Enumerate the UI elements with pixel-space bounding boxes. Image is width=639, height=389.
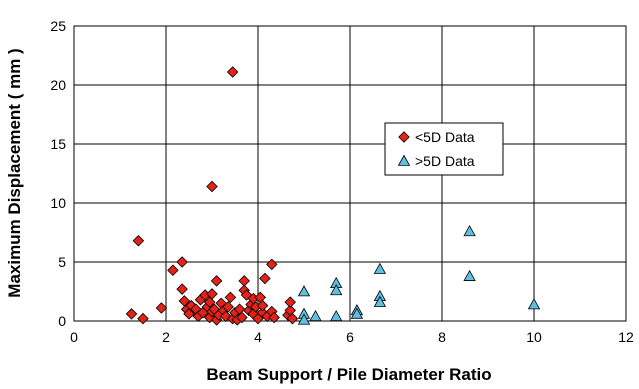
data-point-lt5d: [238, 275, 250, 287]
legend-label-gt5d: >5D Data: [415, 153, 475, 169]
data-point-gt5d: [297, 313, 311, 325]
data-point-lt5d: [183, 308, 195, 320]
y-tick-label: 10: [50, 195, 66, 211]
y-tick-label: 20: [50, 77, 66, 93]
data-point-gt5d: [463, 269, 476, 281]
data-point-gt5d: [330, 283, 343, 296]
data-point-lt5d: [222, 301, 234, 313]
data-point-lt5d: [226, 66, 239, 78]
grid-lines: [73, 25, 627, 322]
data-point-lt5d: [155, 302, 168, 314]
legend-box: [384, 122, 504, 176]
data-point-gt5d: [373, 295, 387, 307]
data-point-lt5d: [210, 275, 223, 287]
legend-label-lt5d: <5D Data: [415, 129, 475, 145]
data-point-gt5d: [297, 285, 311, 297]
data-point-lt5d: [268, 311, 280, 324]
y-axis-title: Maximum Displacement ( mm ): [5, 48, 24, 297]
x-tick-label: 6: [346, 329, 354, 345]
data-point-lt5d: [167, 264, 179, 277]
data-point-lt5d: [125, 308, 138, 320]
legend-marker-gt5d: [397, 154, 411, 166]
data-point-lt5d: [286, 312, 299, 325]
x-tick-label: 2: [162, 329, 170, 345]
data-point-lt5d: [176, 283, 188, 295]
data-point-lt5d: [224, 291, 237, 304]
y-axis-ticks: 0 5 10 15 20 25: [50, 18, 66, 329]
data-point-lt5d: [203, 296, 216, 308]
x-tick-label: 0: [70, 329, 78, 345]
data-point-lt5d: [284, 296, 296, 308]
data-point-lt5d: [132, 234, 145, 247]
data-point-lt5d: [266, 258, 278, 271]
data-point-lt5d: [206, 180, 218, 193]
x-axis-title: Beam Support / Pile Diameter Ratio: [206, 365, 491, 384]
plot-area: [73, 25, 627, 322]
data-point-gt5d: [350, 307, 364, 319]
y-tick-label: 5: [58, 254, 66, 270]
data-point-gt5d: [463, 224, 476, 237]
x-tick-label: 10: [526, 329, 542, 345]
data-point-lt5d: [236, 311, 248, 324]
data-point-gt5d: [373, 262, 387, 274]
data-point-lt5d: [137, 312, 149, 325]
data-point-lt5d: [206, 288, 218, 300]
data-point-gt5d: [527, 298, 541, 310]
y-tick-label: 25: [50, 18, 66, 34]
legend: <5D Data >5D Data: [384, 122, 504, 176]
data-point-gt5d: [330, 309, 343, 322]
y-tick-label: 0: [58, 313, 66, 329]
x-axis-ticks: 0 2 4 6 8 10 12: [70, 329, 634, 345]
data-point-gt5d: [309, 309, 322, 322]
data-point-lt5d: [256, 299, 269, 312]
legend-marker-lt5d: [398, 131, 410, 143]
y-tick-label: 15: [50, 136, 66, 152]
x-tick-label: 4: [254, 329, 262, 345]
data-point-lt5d: [176, 256, 188, 268]
x-tick-label: 8: [438, 329, 446, 345]
data-point-lt5d: [259, 272, 271, 285]
data-points: [125, 66, 541, 326]
x-tick-label: 12: [618, 329, 634, 345]
